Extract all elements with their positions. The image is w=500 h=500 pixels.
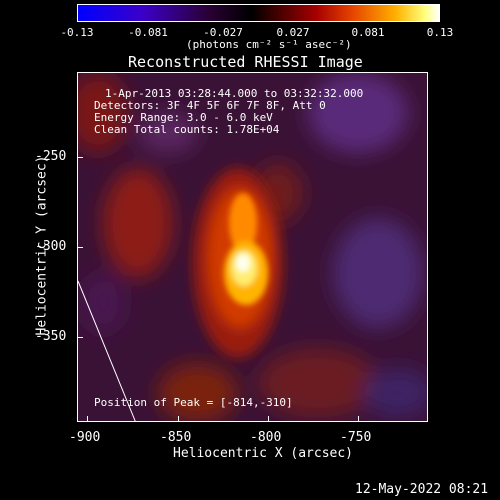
colorbar xyxy=(77,4,440,22)
solar-limb-line xyxy=(78,280,136,421)
x-tick xyxy=(358,416,359,422)
x-tick-label: -750 xyxy=(340,430,372,445)
y-tick-label: -300 xyxy=(35,239,67,254)
colorbar-tick-label: -0.027 xyxy=(203,26,243,39)
x-tick-label: -800 xyxy=(250,430,282,445)
colorbar-tick-label: -0.13 xyxy=(60,26,94,39)
y-tick xyxy=(77,157,83,158)
clean-counts-text: Clean Total counts: 1.78E+04 xyxy=(94,123,280,136)
generation-timestamp: 12-May-2022 08:21 xyxy=(355,482,489,497)
x-tick xyxy=(87,416,88,422)
detectors-text: Detectors: 3F 4F 5F 6F 7F 8F, Att 0 xyxy=(94,99,326,112)
x-tick-label: -900 xyxy=(69,430,101,445)
y-tick xyxy=(77,337,83,338)
energy-range-text: Energy Range: 3.0 - 6.0 keV xyxy=(94,111,273,124)
peak-position-text: Position of Peak = [-814,-310] xyxy=(94,396,293,409)
colorbar-units: (photons cm⁻² s⁻¹ asec⁻²) xyxy=(186,38,352,51)
y-tick xyxy=(77,247,83,248)
y-tick-label: -250 xyxy=(35,149,67,164)
image-canvas xyxy=(78,73,427,421)
x-tick-label: -850 xyxy=(160,430,192,445)
y-axis-label: Heliocentric Y (arcsec) xyxy=(34,155,50,336)
x-tick xyxy=(268,416,269,422)
colorbar-tick-label: -0.081 xyxy=(128,26,168,39)
time-range-text: 1-Apr-2013 03:28:44.000 to 03:32:32.000 xyxy=(105,87,364,100)
colorbar-tick-label: 0.13 xyxy=(426,26,454,39)
colorbar-tick-label: 0.081 xyxy=(351,26,385,39)
plot-title: Reconstructed RHESSI Image xyxy=(128,53,363,71)
x-axis-label: Heliocentric X (arcsec) xyxy=(173,446,354,461)
background-texture xyxy=(78,73,427,421)
rhessi-image xyxy=(77,72,428,422)
y-tick-label: -350 xyxy=(35,329,67,344)
colorbar-tick-label: 0.027 xyxy=(276,26,310,39)
emission-core xyxy=(224,193,268,305)
x-tick xyxy=(178,416,179,422)
